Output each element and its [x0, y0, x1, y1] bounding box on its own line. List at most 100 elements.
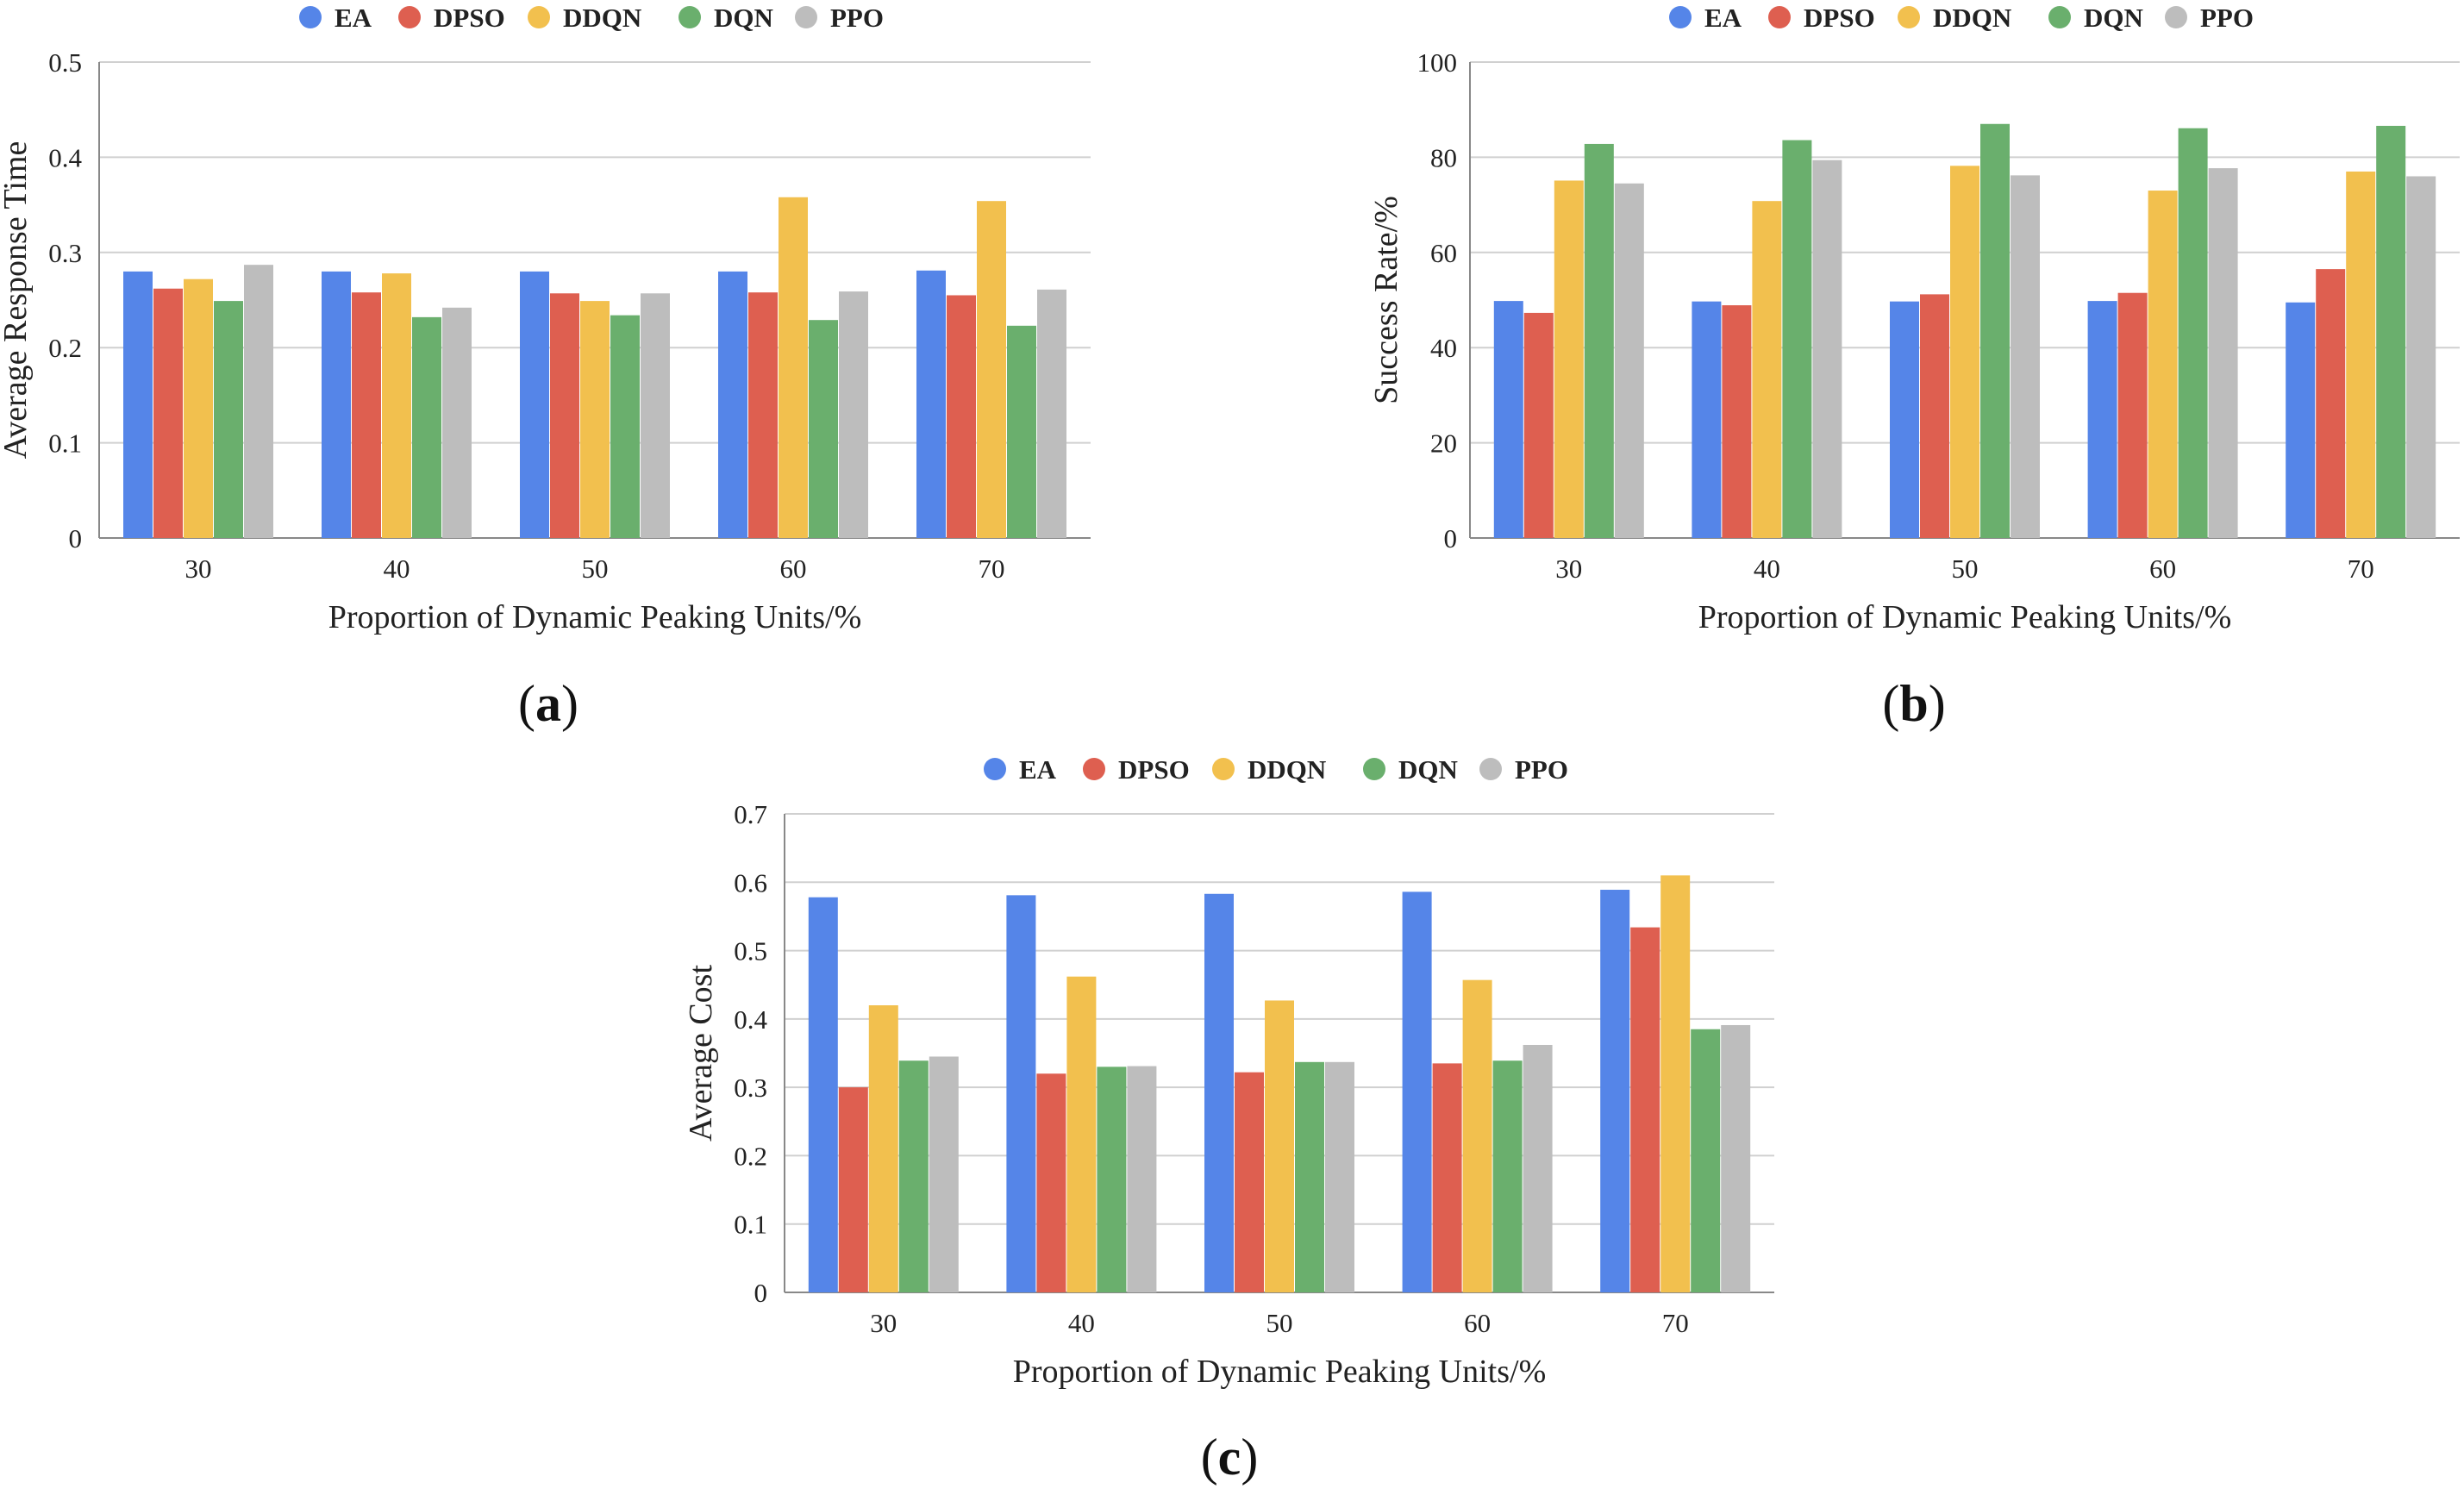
- bar-ea-40: [1692, 301, 1722, 538]
- bar-ea-50: [520, 271, 549, 538]
- bar-ppo-60: [2208, 168, 2238, 538]
- bar-dpso-50: [1235, 1072, 1264, 1292]
- bar-ea-30: [808, 897, 838, 1292]
- legend-label-ea: EA: [1019, 754, 1057, 785]
- bar-ppo-30: [1614, 183, 1644, 538]
- legend-marker-ea: [1669, 6, 1692, 28]
- bar-dqn-30: [214, 301, 243, 538]
- bar-dpso-60: [748, 292, 778, 538]
- bar-dpso-70: [947, 295, 976, 538]
- bar-dqn-40: [1097, 1067, 1127, 1292]
- x-tick-label: 70: [979, 554, 1005, 584]
- bar-ppo-30: [929, 1056, 959, 1292]
- bar-ea-40: [322, 271, 351, 538]
- y-tick-label: 60: [1430, 238, 1457, 268]
- legend-label-ppo: PPO: [830, 3, 884, 33]
- bar-ea-60: [2087, 301, 2117, 538]
- bar-ddqn-70: [2346, 171, 2376, 538]
- x-tick-label: 70: [1662, 1308, 1689, 1338]
- y-tick-label: 0.4: [734, 1004, 767, 1035]
- y-tick-label: 0.5: [48, 47, 82, 78]
- x-axis-title: Proportion of Dynamic Peaking Units/%: [1013, 1354, 1546, 1390]
- bar-ea-30: [1493, 301, 1523, 538]
- bar-ppo-70: [2406, 176, 2436, 539]
- bar-dqn-60: [2178, 128, 2208, 538]
- bar-ddqn-30: [868, 1005, 898, 1292]
- bar-dqn-30: [898, 1060, 929, 1292]
- bar-dpso-60: [1432, 1063, 1462, 1292]
- y-tick-label: 0.1: [48, 428, 82, 459]
- bar-ddqn-70: [1660, 875, 1691, 1292]
- y-axis-title: Average Response Time: [0, 141, 34, 460]
- x-tick-label: 50: [1952, 554, 1979, 584]
- bar-dpso-40: [1722, 305, 1752, 538]
- bar-dqn-40: [412, 316, 441, 538]
- y-tick-label: 0.3: [48, 238, 82, 268]
- x-tick-label: 60: [780, 554, 807, 584]
- bar-ddqn-40: [1752, 201, 1782, 538]
- bar-dqn-70: [1007, 325, 1036, 538]
- legend-label-dpso: DPSO: [1804, 3, 1875, 33]
- bar-ea-40: [1006, 895, 1036, 1292]
- bar-ddqn-60: [779, 197, 808, 538]
- bar-dpso-60: [2117, 292, 2148, 538]
- bar-dpso-40: [352, 292, 381, 538]
- x-tick-label: 30: [870, 1308, 897, 1338]
- bar-dpso-70: [1630, 927, 1660, 1292]
- bar-ddqn-50: [1265, 1000, 1294, 1292]
- bar-dqn-60: [1492, 1060, 1523, 1292]
- bar-dpso-70: [2316, 269, 2346, 538]
- legend-label-dqn: DQN: [1398, 754, 1458, 785]
- bar-ppo-30: [244, 265, 273, 538]
- x-tick-label: 50: [1266, 1308, 1293, 1338]
- bar-ppo-40: [442, 307, 472, 538]
- x-tick-label: 40: [1754, 554, 1780, 584]
- legend-marker-ddqn: [528, 6, 550, 28]
- bar-ea-50: [1204, 893, 1234, 1292]
- x-axis-title: Proportion of Dynamic Peaking Units/%: [328, 599, 861, 635]
- bar-ppo-70: [1037, 289, 1066, 538]
- y-axis-title: Average Cost: [683, 965, 719, 1142]
- x-tick-label: 40: [1068, 1308, 1095, 1338]
- bar-ddqn-30: [1554, 180, 1584, 538]
- y-tick-label: 0: [69, 523, 83, 554]
- legend-marker-dqn: [2048, 6, 2071, 28]
- bar-ea-30: [123, 271, 153, 538]
- x-tick-label: 30: [1555, 554, 1582, 584]
- bar-dpso-50: [550, 293, 579, 538]
- legend-label-ppo: PPO: [1515, 754, 1568, 785]
- bar-dqn-30: [1584, 143, 1614, 538]
- bar-ea-70: [916, 270, 946, 538]
- bar-ppo-60: [1523, 1044, 1553, 1292]
- bar-ppo-50: [1325, 1061, 1354, 1292]
- legend-marker-ddqn: [1212, 758, 1235, 780]
- bar-ddqn-40: [1066, 976, 1097, 1292]
- bar-ea-50: [1890, 301, 1919, 538]
- panel-a-chart: 0 0.1 0.2 0.3 0.4 0.5 30 40 50 60 70 Proportion of …: [0, 3, 1091, 635]
- bar-dqn-50: [1295, 1061, 1324, 1292]
- bar-dpso-30: [1523, 312, 1554, 538]
- bar-ddqn-60: [2148, 191, 2178, 539]
- legend-label-ddqn: DDQN: [1933, 3, 2011, 33]
- x-tick-label: 50: [582, 554, 609, 584]
- y-tick-label: 0: [754, 1278, 768, 1308]
- legend-marker-ea: [984, 758, 1006, 780]
- legend-label-dqn: DQN: [714, 3, 773, 33]
- bar-dqn-50: [1980, 123, 2010, 538]
- legend-marker-dpso: [398, 6, 421, 28]
- y-tick-label: 20: [1430, 428, 1457, 459]
- bar-ea-70: [1600, 890, 1630, 1292]
- y-tick-label: 0.2: [48, 333, 82, 363]
- bar-dpso-50: [1920, 294, 1949, 538]
- legend-marker-dqn: [679, 6, 701, 28]
- bar-ea-60: [1402, 891, 1432, 1292]
- x-tick-label: 60: [1464, 1308, 1491, 1338]
- panel-a-label: (a): [518, 675, 578, 732]
- bar-dqn-40: [1782, 140, 1812, 538]
- x-axis-title: Proportion of Dynamic Peaking Units/%: [1698, 599, 2231, 635]
- y-tick-label: 0.7: [734, 799, 767, 829]
- bar-dqn-70: [2376, 125, 2406, 538]
- panel-c-chart: 0 0.1 0.2 0.3 0.4 0.5 0.6 0.7 30 40 50 60 70 Proporti…: [683, 754, 1774, 1390]
- legend-marker-dpso: [1768, 6, 1791, 28]
- y-axis-title: Success Rate/%: [1368, 196, 1404, 404]
